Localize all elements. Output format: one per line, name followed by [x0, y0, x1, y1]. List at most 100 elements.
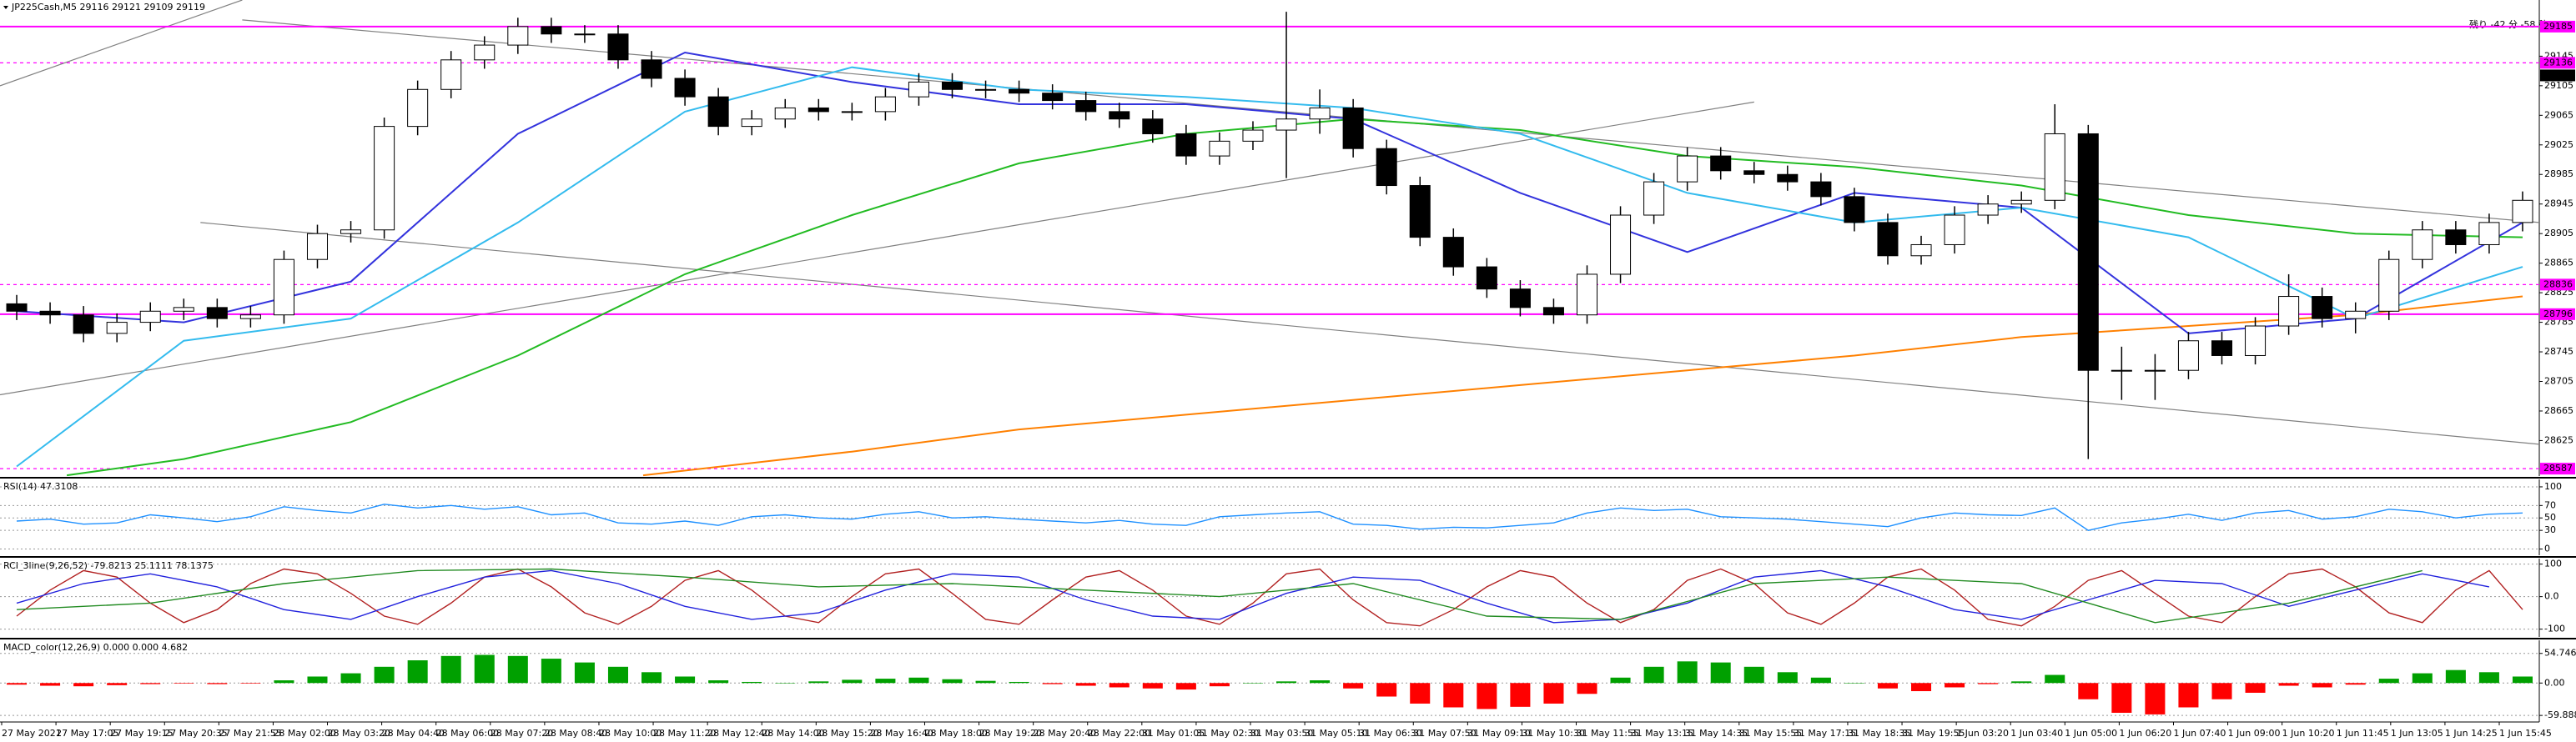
histogram-bar [2111, 683, 2132, 713]
time-label: 27 May 2021 [2, 728, 62, 739]
candle-body [1109, 111, 1130, 120]
histogram-bar [1777, 672, 1798, 684]
candle-body [239, 314, 261, 319]
candle-body [2478, 222, 2500, 245]
indicator-title: RSI(14) 47.3108 [3, 481, 78, 492]
candle-body [1242, 129, 1264, 142]
time-label: 28 May 16:40 [870, 728, 933, 739]
moving-average [16, 66, 2523, 468]
candle-body [2245, 325, 2267, 356]
indicator-line [16, 504, 2523, 531]
histogram-bar [207, 683, 228, 684]
histogram-bar [340, 673, 361, 684]
candle-body [1142, 118, 1164, 134]
time-label: 27 May 17:05 [56, 728, 118, 739]
histogram-bar [1009, 681, 1029, 684]
candle-body [173, 307, 194, 312]
panel-separator [0, 556, 2576, 558]
candle-body [1442, 237, 1464, 268]
histogram-bar [1844, 683, 1864, 684]
histogram-bar [1142, 683, 1163, 689]
candle-body [1542, 307, 1564, 316]
price-level-tag [2540, 308, 2575, 320]
candle-body [2044, 133, 2065, 201]
y-tick-label: 50 [2544, 512, 2556, 523]
histogram-bar [942, 679, 963, 684]
histogram-bar [875, 679, 896, 684]
histogram-bar [107, 683, 128, 685]
y-tick-label: 30 [2544, 524, 2556, 535]
time-label: 1 Jun 13:05 [2391, 728, 2443, 739]
indicator-line [16, 569, 2490, 624]
histogram-bar [1242, 683, 1263, 684]
histogram-bar [2078, 683, 2099, 699]
histogram-bar [1710, 662, 1731, 684]
y-tick-label: 28945 [2544, 198, 2573, 209]
histogram-bar [1343, 683, 1364, 689]
candle-body [1910, 243, 1932, 257]
histogram-bar [1410, 683, 1431, 704]
candle-body [1810, 181, 1832, 198]
moving-average [16, 51, 2523, 334]
time-label: 27 May 21:55 [219, 728, 281, 739]
time-label: 1 Jun 03:40 [2010, 728, 2063, 739]
candle-body [574, 33, 596, 36]
candle-body [1877, 222, 1899, 257]
time-label: 28 May 11:20 [653, 728, 716, 739]
candle-body [2412, 229, 2433, 260]
price-level-tag [2540, 278, 2575, 291]
candle-body [106, 322, 128, 334]
time-label: 28 May 12:40 [707, 728, 770, 739]
candle-body [1610, 214, 1632, 275]
candle-body [541, 26, 562, 35]
histogram-bar [2512, 676, 2533, 684]
histogram-bar [2011, 681, 2032, 684]
candle-body [1743, 170, 1765, 175]
time-label: 31 May 07:50 [1413, 728, 1476, 739]
time-label: 28 May 02:00 [273, 728, 335, 739]
time-label: 31 May 06:30 [1359, 728, 1421, 739]
time-label: 27 May 19:15 [110, 728, 173, 739]
candle-body [1409, 185, 1431, 238]
y-tick-label: 70 [2544, 499, 2556, 510]
candle-body [2345, 310, 2367, 319]
time-label: 28 May 18:00 [924, 728, 987, 739]
histogram-bar [2345, 683, 2366, 685]
time-label: 1 Jun 06:20 [2119, 728, 2171, 739]
histogram-bar [975, 680, 996, 684]
candle-body [741, 118, 762, 128]
histogram-bar [2178, 683, 2199, 708]
histogram-bar [1945, 683, 1965, 688]
time-label: 1 Jun 03:20 [1956, 728, 2009, 739]
price-level-tag [2540, 20, 2575, 33]
candle-body [474, 44, 496, 61]
candle-body [975, 88, 997, 91]
time-label: 1 Jun 05:00 [2065, 728, 2117, 739]
histogram-bar [440, 655, 461, 684]
indicator-title: RCI_3line(9,26,52) -79.8213 25.1111 78.1… [3, 560, 214, 571]
candle-body [374, 126, 395, 231]
candle-body [1844, 196, 1865, 223]
time-label: 31 May 01:05 [1142, 728, 1205, 739]
time-label: 31 May 18:35 [1848, 728, 1910, 739]
time-label: 1 Jun 14:25 [2445, 728, 2498, 739]
time-label: 31 May 17:15 [1794, 728, 1856, 739]
candle-body [73, 314, 94, 334]
candle-body [841, 111, 863, 113]
time-label: 28 May 08:40 [545, 728, 607, 739]
histogram-bar [908, 677, 929, 684]
y-tick-label: 28705 [2544, 376, 2573, 387]
menu-arrow[interactable] [3, 6, 8, 9]
candle-body [340, 229, 362, 234]
candle-body [2278, 296, 2300, 327]
histogram-bar [307, 676, 328, 684]
time-label: 31 May 14:35 [1685, 728, 1748, 739]
candle-body [2177, 340, 2199, 371]
y-tick-label: 28665 [2544, 405, 2573, 416]
histogram-bar [1209, 683, 1230, 687]
y-tick-label: 29025 [2544, 139, 2573, 150]
y-tick-label: 54.746 [2544, 648, 2576, 659]
candle-body [707, 96, 729, 128]
histogram-bar [7, 683, 28, 685]
